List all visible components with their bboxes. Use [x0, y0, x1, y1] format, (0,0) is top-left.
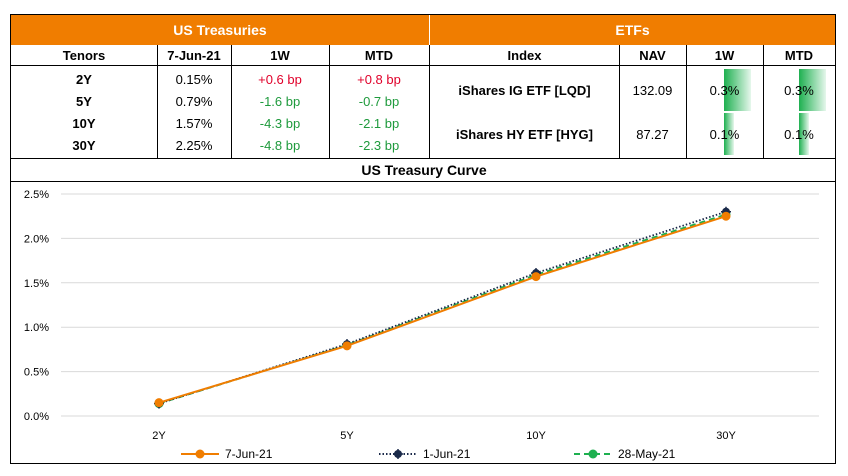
- y-tick-label: 1.0%: [24, 322, 49, 334]
- etf-1w-databar: [724, 69, 751, 111]
- treasuries-col-date: 7-Jun-21: [167, 47, 221, 63]
- etf-mtd-databar: [799, 113, 809, 155]
- point-7-jun-21: [154, 398, 164, 408]
- treasuries-title: US Treasuries: [173, 22, 267, 38]
- etfs-col-mtd: MTD: [784, 47, 814, 63]
- etf-mtd-value: 0.1%: [784, 126, 814, 142]
- point-7-jun-21: [531, 272, 541, 282]
- yield-value: 0.15%: [175, 71, 213, 87]
- dashboard-frame: US Treasuries ETFs Tenors 7-Jun-21 1W MT…: [10, 14, 836, 464]
- etf-nav: 87.27: [636, 126, 669, 142]
- x-tick-label: 2Y: [152, 430, 166, 442]
- etf-mtd-databar: [799, 69, 826, 111]
- x-tick-label: 5Y: [340, 430, 354, 442]
- x-tick-label: 10Y: [526, 430, 546, 442]
- change-1w: -4.8 bp: [259, 137, 301, 153]
- y-tick-label: 2.0%: [24, 233, 49, 245]
- yield-value: 0.79%: [175, 93, 213, 109]
- etfs-col-1w: 1W: [714, 47, 735, 63]
- treasuries-header: US Treasuries: [11, 15, 429, 45]
- series-line-7-jun-21: [158, 215, 727, 404]
- change-mtd: -2.1 bp: [358, 115, 400, 131]
- etf-1w-databar: [724, 113, 734, 155]
- legend-label-1-jun-21: 1-Jun-21: [423, 447, 471, 461]
- tenor-label: 30Y: [72, 137, 96, 153]
- treasuries-col-tenors: Tenors: [62, 47, 106, 63]
- y-tick-label: 1.5%: [24, 278, 49, 290]
- x-tick-label: 30Y: [716, 430, 736, 442]
- change-1w: -1.6 bp: [259, 93, 301, 109]
- etfs-title: ETFs: [615, 22, 650, 38]
- tenor-label: 10Y: [72, 115, 96, 131]
- change-mtd: +0.8 bp: [357, 71, 401, 87]
- treasury-curve-chart: 0.0% 0.5% 1.0% 1.5% 2.0% 2.5% 2Y 5Y 10Y 30Y 7-Jun-…: [24, 189, 819, 461]
- y-tick-label: 0.5%: [24, 367, 49, 379]
- etf-mtd-value: 0.3%: [784, 82, 814, 98]
- etfs-col-index: Index: [507, 47, 542, 63]
- tenor-label: 5Y: [76, 93, 92, 109]
- treasuries-col-mtd: MTD: [364, 47, 394, 63]
- change-1w: -4.3 bp: [259, 115, 301, 131]
- yield-value: 1.57%: [175, 115, 213, 131]
- legend-label-28-may-21: 28-May-21: [618, 447, 676, 461]
- point-7-jun-21: [342, 341, 352, 351]
- etfs-header: ETFs: [430, 15, 835, 45]
- yield-value: 2.25%: [175, 137, 213, 153]
- y-tick-label: 2.5%: [24, 189, 49, 201]
- legend-marker-7-jun-21: [195, 449, 205, 459]
- etf-1w-value: 0.1%: [709, 126, 740, 142]
- y-tick-label: 0.0%: [24, 411, 49, 423]
- point-7-jun-21: [721, 211, 731, 221]
- etf-index-name: iShares HY ETF [HYG]: [455, 126, 593, 142]
- legend-marker-28-may-21: [588, 449, 598, 459]
- etf-index-name: iShares IG ETF [LQD]: [458, 82, 591, 98]
- etf-nav: 132.09: [632, 82, 673, 98]
- chart-title: US Treasury Curve: [361, 162, 487, 178]
- change-mtd: -0.7 bp: [358, 93, 400, 109]
- change-1w: +0.6 bp: [258, 71, 302, 87]
- treasuries-col-1w: 1W: [270, 47, 290, 63]
- etf-1w-value: 0.3%: [709, 82, 740, 98]
- tenor-label: 2Y: [76, 71, 92, 87]
- legend-label-7-jun-21: 7-Jun-21: [225, 447, 273, 461]
- change-mtd: -2.3 bp: [358, 137, 400, 153]
- etfs-col-nav: NAV: [639, 47, 666, 63]
- series-line-1-jun-21: [158, 210, 727, 405]
